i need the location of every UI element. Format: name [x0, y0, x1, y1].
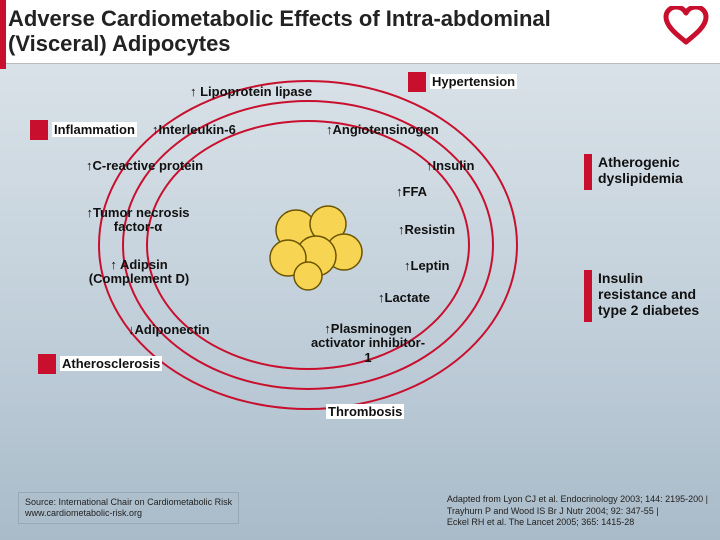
- sidebox-dyslipidemia: Atherogenic dyslipidemia: [584, 154, 708, 190]
- title-accent: [0, 0, 6, 69]
- label-lactate: ↑Lactate: [378, 290, 430, 305]
- label-adipsin: ↑ Adipsin (Complement D): [74, 258, 204, 287]
- ref-line2: Trayhurn P and Wood IS Br J Nutr 2004; 9…: [447, 506, 708, 517]
- label-thrombosis: Thrombosis: [326, 404, 404, 419]
- adipocyte-cluster-icon: [262, 202, 372, 297]
- source-line1: Source: International Chair on Cardiomet…: [25, 497, 232, 508]
- label-tnf: ↑Tumor necrosis factor-α: [78, 206, 198, 235]
- ref-line3: Eckel RH et al. The Lancet 2005; 365: 14…: [447, 517, 708, 528]
- label-adiponectin: ↓Adiponectin: [128, 322, 210, 337]
- heart-logo-icon: [662, 6, 710, 51]
- ref-line1: Adapted from Lyon CJ et al. Endocrinolog…: [447, 494, 708, 505]
- title-bar: Adverse Cardiometabolic Effects of Intra…: [0, 0, 720, 64]
- page-title: Adverse Cardiometabolic Effects of Intra…: [8, 6, 648, 57]
- label-leptin: ↑Leptin: [404, 258, 450, 273]
- label-inflammation: Inflammation: [52, 122, 137, 137]
- label-crp: ↑C-reactive protein: [86, 158, 203, 173]
- sidebox-bar: [584, 270, 592, 322]
- label-il6: ↑Interleukin-6: [152, 122, 236, 137]
- marker-atherosclerosis: [38, 354, 56, 374]
- label-pai1: ↑Plasminogen activator inhibitor-1: [308, 322, 428, 365]
- marker-inflammation: [30, 120, 48, 140]
- label-angiotensinogen: ↑Angiotensinogen: [326, 122, 439, 137]
- sidebox-bar: [584, 154, 592, 190]
- label-resistin: ↑Resistin: [398, 222, 455, 237]
- source-citation: Source: International Chair on Cardiomet…: [18, 492, 239, 525]
- label-lpl: ↑ Lipoprotein lipase: [190, 84, 312, 99]
- marker-hypertension: [408, 72, 426, 92]
- source-line2: www.cardiometabolic-risk.org: [25, 508, 232, 519]
- references: Adapted from Lyon CJ et al. Endocrinolog…: [447, 494, 708, 528]
- label-insulin: ↑Insulin: [426, 158, 474, 173]
- label-hypertension: Hypertension: [430, 74, 517, 89]
- label-ffa: ↑FFA: [396, 184, 427, 199]
- label-atherosclerosis: Atherosclerosis: [60, 356, 162, 371]
- diagram-area: Inflammation Hypertension Atherosclerosi…: [0, 74, 720, 454]
- sidebox-t2d: Insulin resistance and type 2 diabetes: [584, 270, 708, 322]
